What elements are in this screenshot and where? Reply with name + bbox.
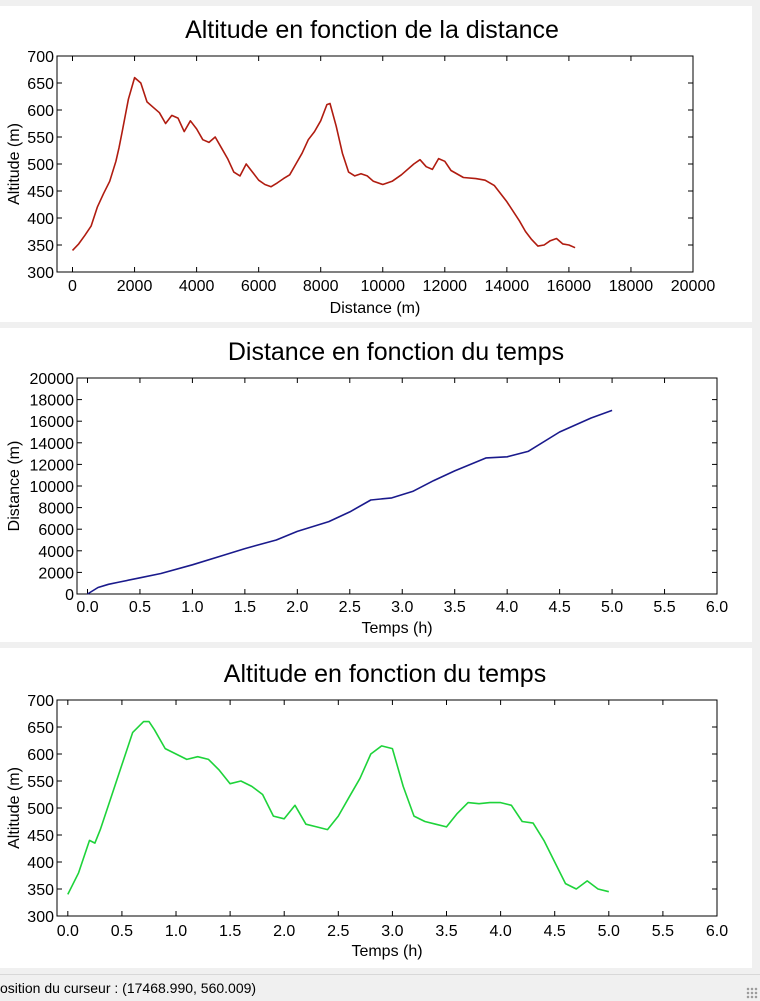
x-tick-label: 5.0 (601, 599, 623, 616)
x-tick-label: 2.5 (327, 923, 349, 940)
y-tick-label: 650 (27, 720, 54, 737)
x-tick-label: 5.5 (653, 599, 675, 616)
y-axis-label: Distance (m) (6, 441, 23, 532)
x-tick-label: 0.0 (76, 599, 98, 616)
x-tick-label: 2000 (117, 278, 153, 295)
window-edge (752, 0, 760, 1000)
plot-frame (56, 55, 694, 273)
x-tick-label: 16000 (547, 278, 592, 295)
x-tick-label: 10000 (361, 278, 406, 295)
y-tick-label: 450 (27, 828, 54, 845)
y-axis-label: Altitude (m) (6, 767, 23, 849)
x-tick-label: 3.5 (444, 599, 466, 616)
cursor-position-text: osition du curseur : (17468.990, 560.009… (0, 980, 257, 996)
x-tick-label: 14000 (485, 278, 530, 295)
x-tick-label: 6.0 (706, 599, 728, 616)
x-tick-label: 5.0 (598, 923, 620, 940)
y-tick-label: 14000 (30, 436, 75, 453)
resize-grip-icon[interactable] (746, 987, 758, 999)
x-tick-label: 1.5 (219, 923, 241, 940)
chart-altitude-time[interactable]: Altitude en fonction du temps 0.0 0.5 1.0 1.… (0, 648, 752, 968)
x-tick-label: 2.0 (273, 923, 295, 940)
x-tick-label: 0.5 (129, 599, 151, 616)
x-axis-label: Distance (m) (330, 300, 421, 317)
x-tick-label: 4000 (179, 278, 215, 295)
x-tick-label: 0.0 (57, 923, 79, 940)
x-tick-label: 1.0 (165, 923, 187, 940)
series-line (87, 409, 613, 595)
x-axis-label: Temps (h) (351, 943, 422, 960)
chart-panel-distance-time: Distance en fonction du temps 0.0 0.5 1.0 1.… (0, 328, 752, 642)
y-tick-label: 8000 (38, 501, 74, 518)
x-tick-label: 20000 (671, 278, 716, 295)
y-tick-label: 700 (27, 693, 54, 710)
x-tick-label: 5.5 (652, 923, 674, 940)
y-tick-label: 4000 (38, 544, 74, 561)
y-axis-label: Altitude (m) (6, 123, 23, 205)
series-line (71, 76, 576, 251)
y-tick-label: 600 (27, 103, 54, 120)
y-tick-label: 450 (27, 184, 54, 201)
y-tick-label: 700 (27, 49, 54, 66)
y-tick-label: 550 (27, 130, 54, 147)
x-tick-label: 3.0 (391, 599, 413, 616)
x-tick-label: 4.0 (489, 923, 511, 940)
y-tick-label: 400 (27, 211, 54, 228)
y-tick-label: 400 (27, 855, 54, 872)
x-tick-label: 0 (68, 278, 77, 295)
y-tick-label: 350 (27, 882, 54, 899)
y-tick-label: 10000 (30, 479, 75, 496)
x-tick-label: 4.5 (548, 599, 570, 616)
chart-altitude-distance[interactable]: Altitude en fonction de la distance 0 2000… (0, 6, 752, 322)
x-tick-label: 3.5 (435, 923, 457, 940)
y-tick-label: 16000 (30, 414, 75, 431)
y-tick-label: 500 (27, 801, 54, 818)
y-tick-label: 20000 (30, 371, 75, 388)
chart-title: Distance en fonction du temps (228, 338, 564, 366)
x-tick-label: 1.5 (234, 599, 256, 616)
y-tick-label: 300 (27, 265, 54, 282)
chart-distance-time[interactable]: Distance en fonction du temps 0.0 0.5 1.0 1.… (0, 328, 752, 642)
y-tick-label: 18000 (30, 393, 75, 410)
x-tick-label: 4.0 (496, 599, 518, 616)
y-tick-label: 300 (27, 909, 54, 926)
x-tick-label: 18000 (609, 278, 654, 295)
status-bar: osition du curseur : (17468.990, 560.009… (0, 974, 760, 1001)
y-tick-label: 6000 (38, 522, 74, 539)
x-tick-label: 8000 (303, 278, 339, 295)
x-tick-label: 1.0 (181, 599, 203, 616)
chart-title: Altitude en fonction du temps (224, 660, 546, 688)
x-tick-label: 4.5 (544, 923, 566, 940)
y-tick-label: 650 (27, 76, 54, 93)
chart-panel-altitude-time: Altitude en fonction du temps 0.0 0.5 1.0 1.… (0, 648, 752, 968)
x-tick-label: 2.0 (286, 599, 308, 616)
y-tick-label: 600 (27, 747, 54, 764)
x-tick-label: 3.0 (381, 923, 403, 940)
y-tick-label: 12000 (30, 457, 75, 474)
y-tick-label: 550 (27, 774, 54, 791)
x-axis-label: Temps (h) (361, 620, 432, 637)
x-tick-label: 6000 (241, 278, 277, 295)
series-line (67, 720, 609, 895)
y-tick-label: 2000 (38, 565, 74, 582)
y-tick-label: 350 (27, 238, 54, 255)
y-tick-label: 500 (27, 157, 54, 174)
plot-frame (76, 377, 718, 595)
x-tick-label: 2.5 (339, 599, 361, 616)
x-tick-label: 0.5 (111, 923, 133, 940)
y-tick-label: 0 (65, 587, 74, 604)
chart-title: Altitude en fonction de la distance (185, 16, 559, 44)
x-tick-label: 6.0 (706, 923, 728, 940)
chart-panel-altitude-distance: Altitude en fonction de la distance 0 2000… (0, 6, 752, 322)
x-tick-label: 12000 (423, 278, 468, 295)
